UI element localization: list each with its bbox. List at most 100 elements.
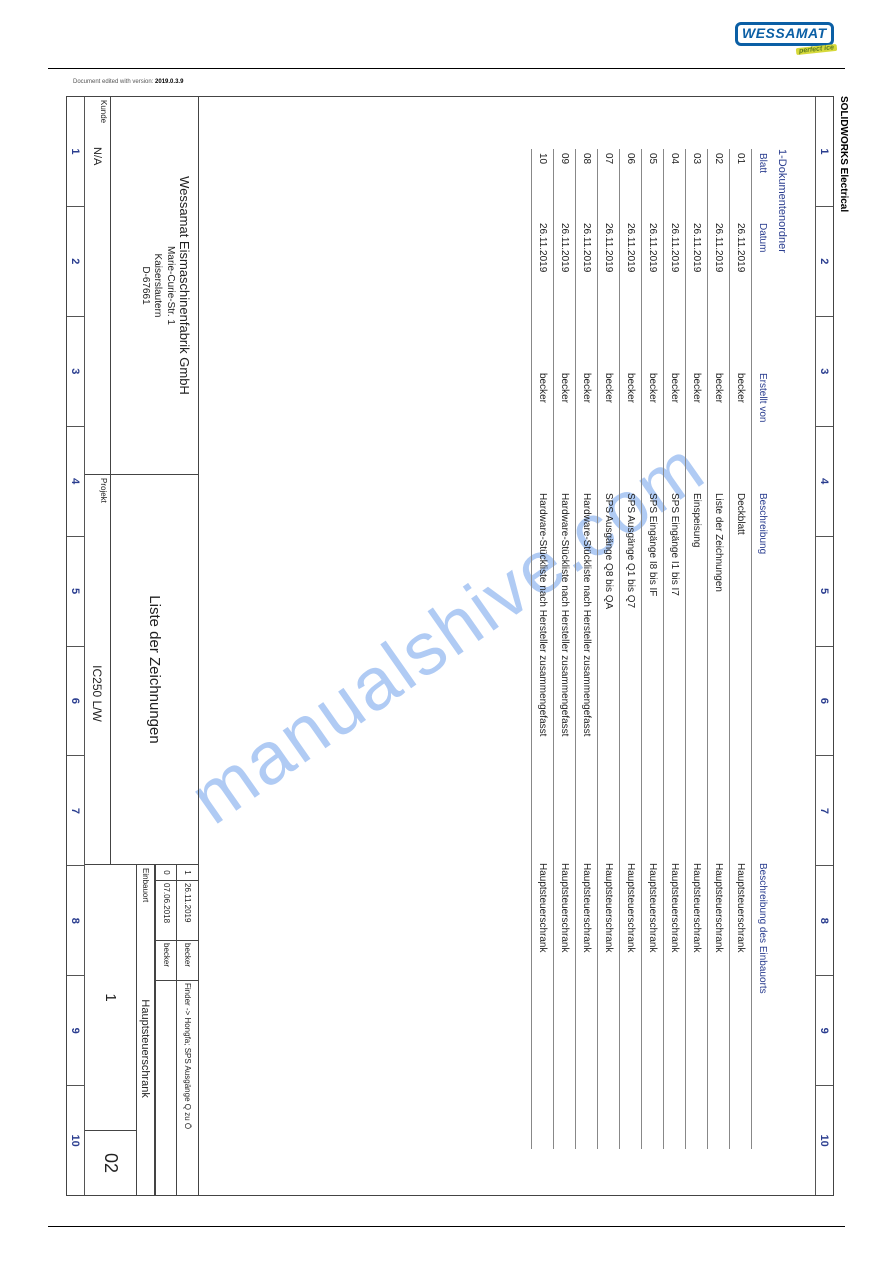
ruler-cell: 7 (67, 756, 84, 866)
cell-erstellt-von: becker (537, 369, 548, 489)
cell-beschreibung: SPS Ausgänge Q1 bis Q7 (625, 489, 636, 859)
page-number-row: 1 02 (85, 865, 136, 1195)
ruler-cell: 3 (67, 317, 84, 427)
cell-einbauort: Hauptsteuerschrank (713, 859, 724, 1149)
cell-erstellt-von: becker (559, 369, 570, 489)
brand-name: WESSAMAT (742, 25, 827, 41)
cell-beschreibung: SPS Eingänge I1 bis I7 (669, 489, 680, 859)
ruler-cell: 7 (816, 756, 833, 866)
brand-tagline: perfect ice (795, 44, 837, 55)
ruler-cell: 4 (67, 427, 84, 537)
page-bottom-rule (48, 1226, 845, 1227)
cell-erstellt-von: becker (691, 369, 702, 489)
ruler-cell: 4 (816, 427, 833, 537)
cell-beschreibung: Deckblatt (735, 489, 746, 859)
ruler-cell: 1 (67, 97, 84, 207)
kunde-label: Kunde (85, 97, 110, 141)
cell-einbauort: Hauptsteuerschrank (625, 859, 636, 1149)
cell-erstellt-von: becker (735, 369, 746, 489)
column-ruler-top: 1 2 3 4 5 6 7 8 9 10 (815, 97, 833, 1195)
rev-date: 07.06.2018 (155, 881, 177, 941)
cell-datum: 26.11.2019 (735, 219, 746, 369)
col-datum: Datum (757, 219, 768, 369)
page-number: 02 (85, 1131, 136, 1195)
kunde-value: N/A (85, 141, 110, 474)
ruler-cell: 10 (67, 1086, 84, 1195)
revision-table: 1 26.11.2019 becker Finder -> Hongfa; SP… (154, 865, 198, 1195)
rev-by: becker (155, 941, 177, 981)
drawing-list: 1-Dokumentenordner Blatt Datum Erstellt … (531, 149, 791, 1149)
cell-beschreibung: Liste der Zeichnungen (713, 489, 724, 859)
rev-date: 26.11.2019 (177, 881, 199, 941)
rev-by: becker (177, 941, 199, 981)
einbauort-row: Einbauort Hauptsteuerschrank (136, 865, 154, 1195)
edit-version-note: Document edited with version: 2019.0.3.9 (73, 79, 183, 85)
cell-einbauort: Hauptsteuerschrank (581, 859, 592, 1149)
titleblock-company-panel: Wessamat Eismaschinenfabrik GmbH Marie-C… (85, 97, 198, 475)
cell-einbauort: Hauptsteuerschrank (691, 859, 702, 1149)
revision-row: 0 07.06.2018 becker (155, 865, 177, 1195)
cell-erstellt-von: becker (647, 369, 658, 489)
einbauort-label: Einbauort (141, 868, 150, 902)
brand-logo: WESSAMAT perfect ice (735, 22, 845, 50)
software-label: SOLIDWORKS Electrical (838, 96, 849, 212)
col-beschreibung: Beschreibung (757, 489, 768, 859)
cell-blatt: 02 (713, 149, 724, 219)
rev-note: Finder -> Hongfa; SPS Ausgänge Q zu Ö (177, 981, 199, 1195)
ruler-cell: 8 (67, 866, 84, 976)
cell-beschreibung: Hardware-Stückliste nach Hersteller zusa… (581, 489, 592, 859)
company-postal: D-67661 (138, 97, 151, 474)
cell-beschreibung: SPS Ausgänge Q8 bis QA (603, 489, 614, 859)
cell-einbauort: Hauptsteuerschrank (603, 859, 614, 1149)
cell-blatt: 07 (603, 149, 614, 219)
rev-index: 1 (177, 865, 199, 881)
cell-beschreibung: Hardware-Stückliste nach Hersteller zusa… (537, 489, 548, 859)
table-row: 1026.11.2019beckerHardware-Stückliste na… (531, 149, 553, 1149)
cell-datum: 26.11.2019 (625, 219, 636, 369)
ruler-cell: 10 (816, 1086, 833, 1195)
brand-logo-box: WESSAMAT perfect ice (735, 22, 834, 46)
table-row: 0626.11.2019beckerSPS Ausgänge Q1 bis Q7… (619, 149, 641, 1149)
col-einbauort: Beschreibung des Einbauorts (757, 859, 768, 1149)
projekt-value: IC250 L/W (85, 523, 110, 864)
table-row: 0426.11.2019beckerSPS Eingänge I1 bis I7… (663, 149, 685, 1149)
cell-blatt: 06 (625, 149, 636, 219)
col-erstellt-von: Erstellt von (757, 369, 768, 489)
cell-einbauort: Hauptsteuerschrank (669, 859, 680, 1149)
cell-beschreibung: Einspeisung (691, 489, 702, 859)
cell-einbauort: Hauptsteuerschrank (647, 859, 658, 1149)
ruler-cell: 6 (67, 647, 84, 757)
cell-datum: 26.11.2019 (691, 219, 702, 369)
table-row: 0226.11.2019beckerListe der ZeichnungenH… (707, 149, 729, 1149)
ruler-cell: 3 (816, 317, 833, 427)
table-row: 0326.11.2019beckerEinspeisungHauptsteuer… (685, 149, 707, 1149)
ruler-cell: 5 (67, 537, 84, 647)
cell-datum: 26.11.2019 (669, 219, 680, 369)
column-ruler-bottom: 1 2 3 4 5 6 7 8 9 10 (67, 97, 85, 1195)
cell-erstellt-von: becker (603, 369, 614, 489)
table-row: 0926.11.2019beckerHardware-Stückliste na… (553, 149, 575, 1149)
cell-blatt: 10 (537, 149, 548, 219)
cell-einbauort: Hauptsteuerschrank (559, 859, 570, 1149)
cell-blatt: 05 (647, 149, 658, 219)
cell-datum: 26.11.2019 (581, 219, 592, 369)
ruler-cell: 9 (67, 976, 84, 1086)
ruler-cell: 1 (816, 97, 833, 207)
ruler-cell: 8 (816, 866, 833, 976)
projekt-row: Projekt IC250 L/W (85, 475, 111, 864)
cell-erstellt-von: becker (713, 369, 724, 489)
cell-datum: 26.11.2019 (647, 219, 658, 369)
projekt-label: Projekt (85, 475, 110, 523)
cell-erstellt-von: becker (625, 369, 636, 489)
drawing-list-rows: 0126.11.2019beckerDeckblattHauptsteuersc… (531, 149, 751, 1149)
cell-erstellt-von: becker (581, 369, 592, 489)
company-city: Kaiserslautern (151, 97, 164, 474)
company-address: Wessamat Eismaschinenfabrik GmbH Marie-C… (138, 97, 192, 474)
table-row: 0126.11.2019beckerDeckblattHauptsteuersc… (729, 149, 751, 1149)
drawing-list-header: Blatt Datum Erstellt von Beschreibung Be… (751, 149, 773, 1149)
edit-note-prefix: Document edited with version: (73, 79, 153, 85)
rev-index: 0 (155, 865, 177, 881)
ruler-cell: 2 (816, 207, 833, 317)
titleblock-center-panel: Liste der Zeichnungen Projekt IC250 L/W (85, 475, 198, 865)
titleblock-right-panel: 1 26.11.2019 becker Finder -> Hongfa; SP… (85, 865, 198, 1195)
